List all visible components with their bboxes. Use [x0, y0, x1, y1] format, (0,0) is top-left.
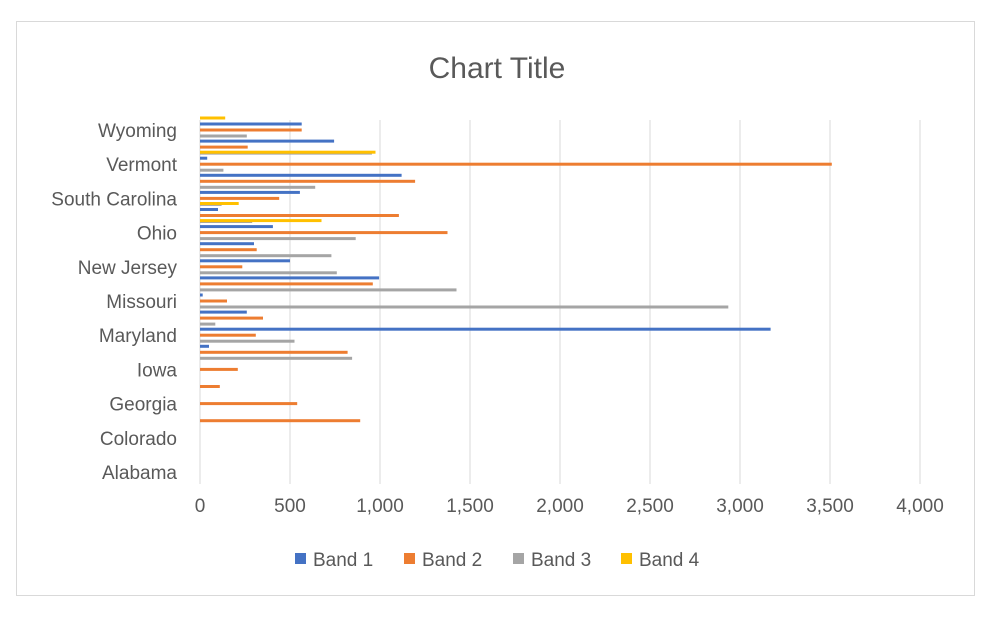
category-label: Georgia: [109, 395, 177, 416]
bar: [200, 168, 224, 172]
bar: [200, 367, 238, 371]
bar: [200, 282, 373, 286]
bar: [200, 327, 771, 331]
bar: [200, 196, 280, 200]
legend-swatch: [513, 553, 524, 564]
bar: [200, 322, 216, 326]
bar: [200, 185, 316, 189]
bar: [200, 385, 220, 388]
category-label: Maryland: [99, 326, 177, 347]
chart-area: Chart Title Wyoming Vermont South Carolina…: [16, 21, 975, 596]
category-label: Missouri: [106, 292, 177, 313]
bar: [200, 214, 399, 217]
category-label: Vermont: [106, 155, 177, 176]
bar: [200, 237, 356, 241]
category-axis: Wyoming Vermont South Carolina Ohio New Jers…: [51, 121, 177, 484]
bar: [200, 202, 239, 205]
bar: [200, 242, 254, 246]
bar: [200, 288, 457, 292]
bar: [200, 276, 380, 280]
bar: [200, 179, 416, 183]
legend: Band 1 Band 2 Band 3 Band 4: [295, 550, 700, 571]
bar: [200, 356, 353, 360]
bar: [200, 310, 247, 314]
bar: [200, 333, 256, 337]
bar: [200, 122, 302, 126]
category-label: South Carolina: [51, 189, 177, 210]
category-label: Iowa: [137, 360, 178, 381]
x-tick-label: 3,500: [806, 496, 854, 517]
bar: [200, 208, 218, 211]
x-tick-label: 3,000: [716, 496, 764, 517]
bar: [200, 190, 300, 194]
legend-label: Band 2: [422, 550, 482, 571]
legend-label: Band 4: [639, 550, 700, 571]
bar: [200, 139, 335, 143]
bar: [200, 293, 203, 297]
bar: [200, 248, 257, 252]
category-label: Colorado: [100, 429, 177, 450]
legend-swatch: [295, 553, 306, 564]
bar: [200, 402, 298, 406]
x-tick-label: 2,000: [536, 496, 584, 517]
bar: [200, 231, 448, 235]
value-axis: 0 500 1,000 1,500 2,000 2,500 3,000 3,500 4,000: [195, 496, 944, 517]
bar: [200, 339, 295, 343]
category-label: Ohio: [137, 224, 177, 245]
bar: [200, 134, 247, 138]
bar: [200, 316, 263, 320]
legend-label: Band 1: [313, 550, 373, 571]
bar: [200, 219, 322, 223]
legend-swatch: [621, 553, 632, 564]
bar: [200, 254, 332, 258]
bar-chart: Chart Title Wyoming Vermont South Carolina…: [51, 52, 944, 571]
bar: [200, 299, 227, 303]
bar: [200, 259, 290, 263]
category-label: Wyoming: [98, 121, 177, 142]
bar: [200, 173, 402, 177]
x-tick-label: 1,500: [446, 496, 494, 517]
legend-label: Band 3: [531, 550, 591, 571]
bar: [200, 419, 361, 423]
bar: [200, 271, 337, 275]
chart-title: Chart Title: [429, 52, 566, 85]
x-tick-label: 2,500: [626, 496, 674, 517]
bar: [200, 305, 729, 309]
bar: [200, 265, 243, 269]
bar: [200, 350, 348, 354]
x-tick-label: 500: [274, 496, 306, 517]
bar: [200, 145, 248, 149]
bar: [200, 156, 208, 160]
category-label: Alabama: [102, 463, 177, 484]
bars: [200, 116, 832, 423]
legend-swatch: [404, 553, 415, 564]
bar: [200, 150, 376, 154]
bar: [200, 162, 832, 166]
category-label: New Jersey: [78, 258, 178, 279]
bar: [200, 128, 302, 132]
x-tick-label: 0: [195, 496, 206, 517]
x-tick-label: 4,000: [896, 496, 944, 517]
bar: [200, 225, 273, 229]
x-tick-label: 1,000: [356, 496, 404, 517]
bar: [200, 344, 209, 348]
bar: [200, 116, 226, 120]
